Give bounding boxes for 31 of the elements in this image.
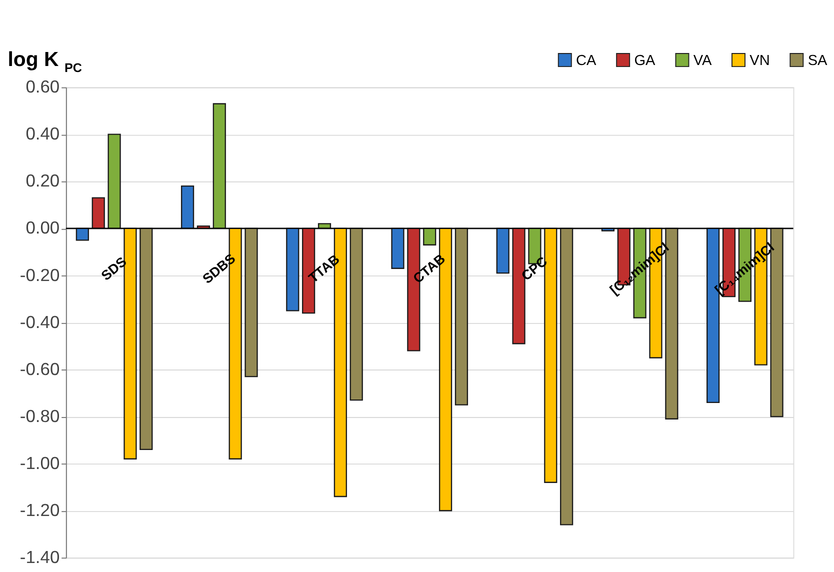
bar — [212, 103, 226, 229]
x-tick-label: CPC — [518, 254, 550, 284]
legend-label: SA — [808, 52, 828, 69]
legend-label: VN — [750, 52, 770, 69]
y-tick-label: 0.00 — [26, 218, 60, 238]
y-tick-label: 0.20 — [26, 170, 60, 191]
y-tick-label: 0.60 — [26, 76, 60, 97]
legend-label: VA — [693, 52, 712, 69]
y-tick-label: -0.40 — [20, 312, 60, 332]
legend-label: CA — [576, 52, 597, 69]
bar — [140, 228, 153, 450]
bar — [108, 134, 121, 229]
bar — [350, 228, 363, 401]
bar — [560, 228, 574, 526]
y-tick-label: -0.60 — [20, 358, 60, 379]
y-tick-label: -1.20 — [20, 500, 60, 520]
y-tick-label: -0.80 — [20, 406, 60, 426]
legend-label: GA — [634, 52, 656, 69]
bar — [454, 228, 468, 406]
bar — [92, 197, 105, 229]
bar — [286, 228, 300, 312]
bar — [180, 185, 194, 229]
bar — [391, 228, 404, 269]
x-tick-label: SDS — [98, 254, 130, 284]
y-tick-label: -1.00 — [20, 452, 60, 473]
bar — [423, 228, 436, 246]
y-tick-label: -1.40 — [20, 546, 60, 567]
bar — [244, 228, 258, 378]
y-tick-label: 0.40 — [26, 124, 60, 144]
bar — [496, 228, 510, 274]
y-tick-label: -0.20 — [20, 264, 60, 285]
